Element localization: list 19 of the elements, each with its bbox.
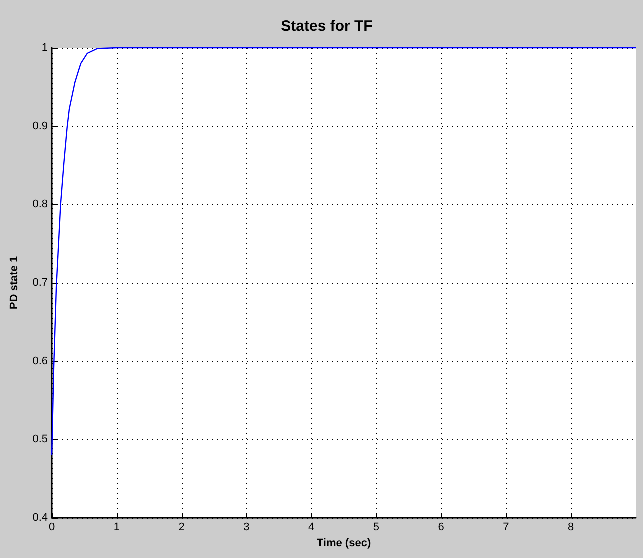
y-tick-label: 1 — [42, 42, 48, 54]
y-tick-label: 0.9 — [32, 120, 48, 132]
x-tick-label: 7 — [503, 522, 510, 534]
y-tick-label: 0.4 — [32, 512, 48, 524]
y-axis-title: PD state 1 — [8, 256, 20, 310]
x-tick-label: 2 — [178, 522, 185, 534]
x-tick-label: 0 — [48, 522, 56, 534]
y-tick-label: 0.5 — [32, 434, 48, 446]
y-tick-label: 0.8 — [32, 198, 48, 211]
x-axis-title: Time (sec) — [316, 537, 372, 550]
x-tick-label: 3 — [244, 522, 250, 534]
x-tick-label: 1 — [114, 522, 120, 534]
chart-title: States for TF — [281, 18, 373, 35]
x-tick-label: 6 — [438, 522, 444, 534]
y-tick-label: 0.7 — [32, 277, 48, 289]
y-tick-label: 0.6 — [32, 355, 48, 368]
x-tick-label: 8 — [568, 522, 574, 534]
x-tick-label: 5 — [373, 522, 380, 534]
x-tick-label: 4 — [308, 522, 315, 534]
